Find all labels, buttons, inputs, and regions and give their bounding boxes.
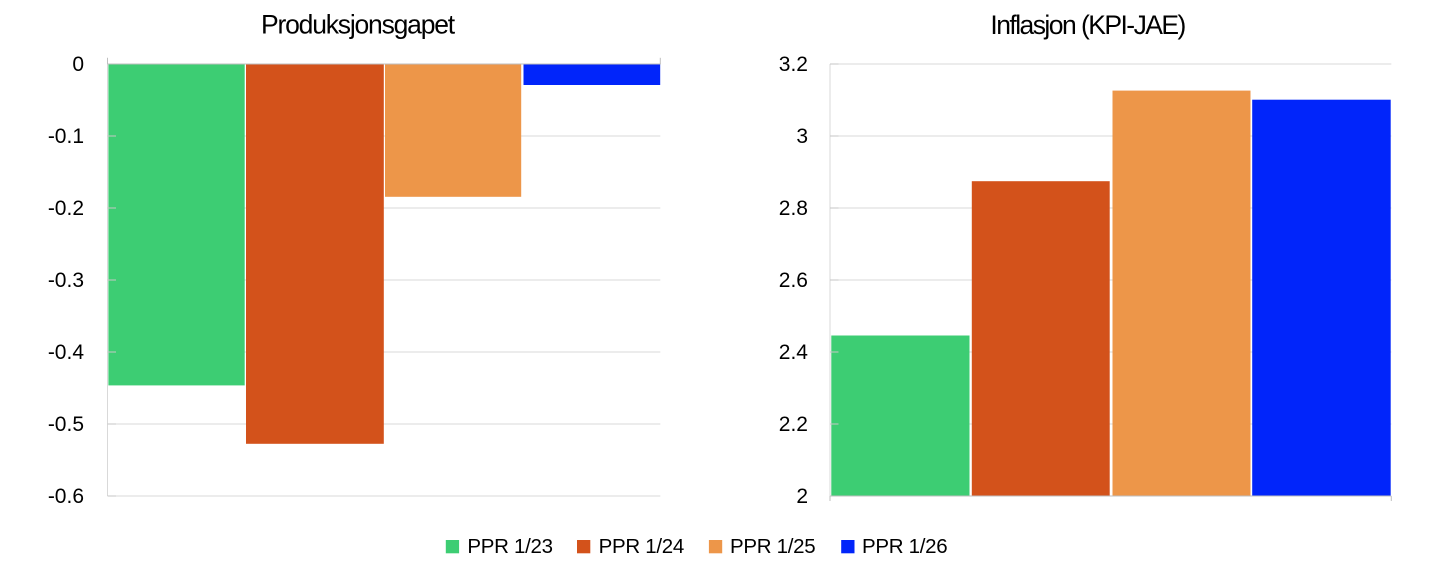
svg-text:PPR 1/25: PPR 1/25 [730, 535, 815, 558]
svg-text:-0.4: -0.4 [48, 341, 85, 364]
svg-text:PPR 1/26: PPR 1/26 [862, 535, 947, 558]
svg-text:0: 0 [72, 53, 84, 76]
svg-text:Produksjonsgapet: Produksjonsgapet [261, 10, 456, 40]
svg-text:2.2: 2.2 [779, 413, 808, 436]
svg-text:-0.5: -0.5 [48, 413, 84, 436]
svg-text:-0.2: -0.2 [48, 197, 84, 220]
svg-text:2.8: 2.8 [779, 197, 808, 220]
svg-text:3: 3 [796, 125, 808, 148]
svg-text:2: 2 [796, 485, 808, 508]
svg-text:2.4: 2.4 [779, 341, 809, 364]
svg-text:Inflasjon (KPI-JAE): Inflasjon (KPI-JAE) [990, 10, 1185, 40]
svg-text:3.2: 3.2 [779, 53, 808, 76]
svg-text:2.6: 2.6 [779, 269, 808, 292]
svg-text:-0.3: -0.3 [48, 269, 84, 292]
svg-text:PPR 1/24: PPR 1/24 [599, 535, 684, 558]
svg-text:-0.1: -0.1 [48, 125, 84, 148]
svg-text:PPR 1/23: PPR 1/23 [467, 535, 552, 558]
svg-text:-0.6: -0.6 [48, 485, 84, 508]
